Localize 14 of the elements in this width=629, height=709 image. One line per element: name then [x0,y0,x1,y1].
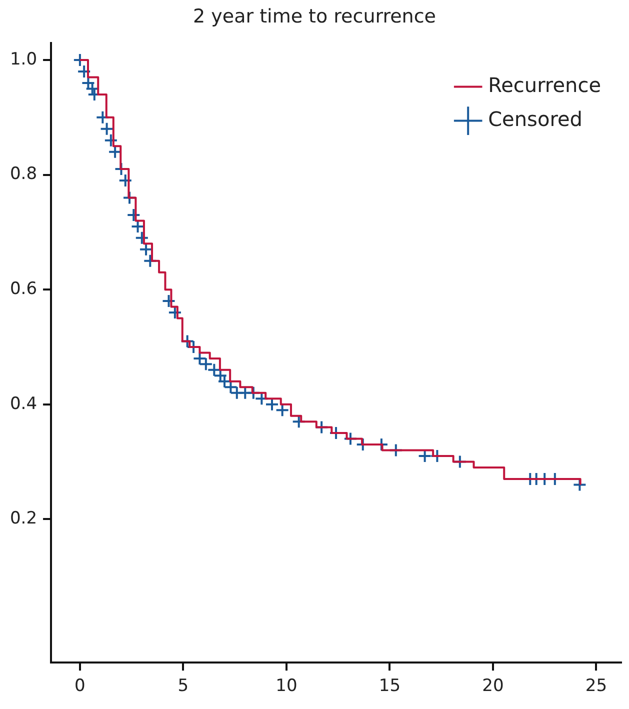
x-tick-label: 10 [276,676,298,696]
y-tick-label: 0.4 [10,394,38,414]
x-tick-label: 15 [378,676,401,696]
x-tick-label: 25 [585,676,608,696]
x-tick-label: 5 [178,676,189,696]
y-tick-label: 1.0 [10,49,38,70]
x-tick-label: 20 [482,676,504,696]
y-tick-label: 0.6 [10,278,38,299]
chart-title: 2 year time to recurrence [193,5,436,28]
y-tick-label: 0.8 [10,164,38,184]
x-tick-label: 0 [74,676,86,696]
y-tick-label: 0.2 [10,508,38,529]
legend-label: Censored [488,107,582,132]
legend-label: Recurrence [488,73,602,98]
